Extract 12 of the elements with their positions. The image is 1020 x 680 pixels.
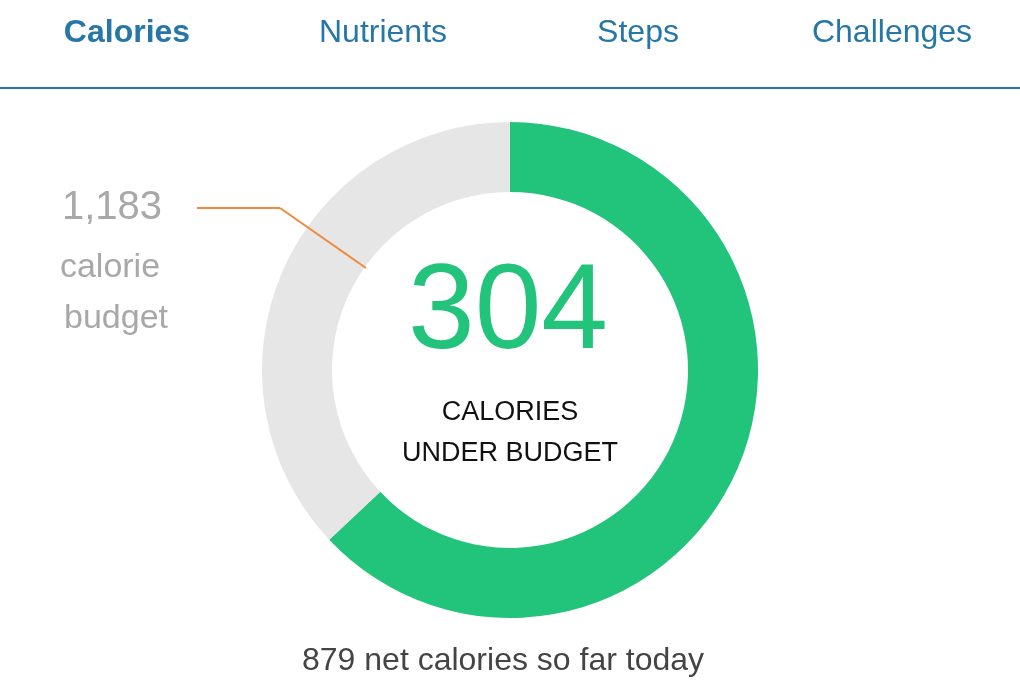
text: Nutrients <box>318 13 448 49</box>
text: 1,183 <box>61 183 163 227</box>
text: Calories <box>63 13 191 49</box>
text: CALORIES <box>441 396 579 426</box>
donut-slice <box>329 122 758 618</box>
text: calorie <box>59 246 161 284</box>
text: budget <box>64 297 169 335</box>
text: Challenges <box>811 13 973 49</box>
text: 879 net calories so far today <box>301 641 705 677</box>
text: Steps <box>597 13 679 49</box>
text: 304 <box>407 239 609 373</box>
text: UNDER BUDGET <box>401 437 619 467</box>
